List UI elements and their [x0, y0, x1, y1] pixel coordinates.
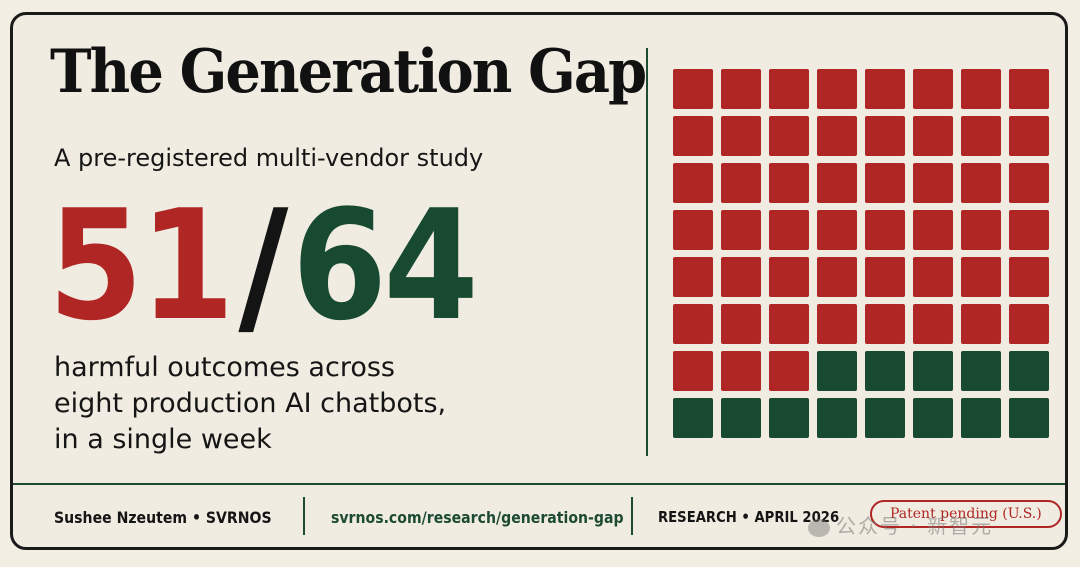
- category-date: RESEARCH • APRIL 2026: [658, 508, 840, 526]
- harmful-cell: [673, 163, 713, 203]
- harmful-cell: [865, 116, 905, 156]
- harmful-cell: [865, 163, 905, 203]
- harmful-cell: [817, 304, 857, 344]
- harmful-cell: [721, 257, 761, 297]
- harmful-cell: [673, 69, 713, 109]
- total-count: 64: [291, 177, 479, 354]
- harmful-cell: [673, 351, 713, 391]
- harmful-cell: [673, 210, 713, 250]
- safe-cell: [817, 398, 857, 438]
- harmful-cell: [769, 351, 809, 391]
- wechat-icon: [808, 518, 830, 537]
- safe-cell: [673, 398, 713, 438]
- harmful-cell: [913, 69, 953, 109]
- research-link[interactable]: svrnos.com/research/generation-gap: [331, 508, 624, 527]
- harmful-cell: [865, 210, 905, 250]
- harmful-count: 51: [48, 177, 235, 354]
- description-line: in a single week: [54, 424, 272, 455]
- waffle-grid: [673, 69, 1049, 438]
- harmful-cell: [961, 69, 1001, 109]
- harmful-cell: [721, 351, 761, 391]
- harmful-cell: [817, 257, 857, 297]
- harmful-cell: [1009, 210, 1049, 250]
- harmful-cell: [817, 69, 857, 109]
- footer-separator: [303, 497, 305, 535]
- harmful-cell: [721, 210, 761, 250]
- harmful-cell: [769, 69, 809, 109]
- harmful-cell: [865, 69, 905, 109]
- harmful-cell: [913, 304, 953, 344]
- harmful-cell: [1009, 69, 1049, 109]
- harmful-cell: [721, 304, 761, 344]
- harmful-cell: [673, 116, 713, 156]
- headline-stat: 51/64: [48, 190, 479, 342]
- safe-cell: [817, 351, 857, 391]
- footer-divider: [13, 483, 1065, 485]
- harmful-cell: [1009, 116, 1049, 156]
- harmful-cell: [1009, 257, 1049, 297]
- harmful-cell: [769, 257, 809, 297]
- harmful-cell: [817, 210, 857, 250]
- harmful-cell: [913, 210, 953, 250]
- harmful-cell: [769, 304, 809, 344]
- harmful-cell: [961, 304, 1001, 344]
- stat-separator: /: [238, 177, 288, 354]
- harmful-cell: [817, 163, 857, 203]
- harmful-cell: [769, 210, 809, 250]
- description-line: eight production AI chatbots,: [54, 388, 447, 419]
- harmful-cell: [961, 116, 1001, 156]
- safe-cell: [1009, 398, 1049, 438]
- vertical-divider: [646, 48, 648, 456]
- page-title: The Generation Gap: [50, 37, 647, 107]
- harmful-cell: [961, 163, 1001, 203]
- harmful-cell: [721, 116, 761, 156]
- footer-separator: [631, 497, 633, 535]
- safe-cell: [865, 351, 905, 391]
- harmful-cell: [673, 304, 713, 344]
- safe-cell: [961, 398, 1001, 438]
- safe-cell: [865, 398, 905, 438]
- stat-description: harmful outcomes across eight production…: [54, 350, 494, 458]
- harmful-cell: [913, 116, 953, 156]
- watermark-text: 公众号 · 新智元: [836, 514, 994, 538]
- safe-cell: [961, 351, 1001, 391]
- harmful-cell: [961, 210, 1001, 250]
- safe-cell: [913, 351, 953, 391]
- description-line: harmful outcomes across: [54, 352, 395, 383]
- harmful-cell: [1009, 163, 1049, 203]
- harmful-cell: [769, 163, 809, 203]
- harmful-cell: [913, 257, 953, 297]
- author-credit: Sushee Nzeutem • SVRNOS: [54, 508, 272, 527]
- subtitle: A pre-registered multi-vendor study: [54, 144, 484, 172]
- harmful-cell: [865, 257, 905, 297]
- harmful-cell: [865, 304, 905, 344]
- harmful-cell: [721, 163, 761, 203]
- safe-cell: [769, 398, 809, 438]
- watermark: 公众号 · 新智元: [808, 510, 993, 539]
- safe-cell: [1009, 351, 1049, 391]
- harmful-cell: [721, 69, 761, 109]
- harmful-cell: [961, 257, 1001, 297]
- harmful-cell: [913, 163, 953, 203]
- safe-cell: [913, 398, 953, 438]
- harmful-cell: [1009, 304, 1049, 344]
- harmful-cell: [769, 116, 809, 156]
- harmful-cell: [673, 257, 713, 297]
- safe-cell: [721, 398, 761, 438]
- harmful-cell: [817, 116, 857, 156]
- patent-badge: Patent pending (U.S.): [870, 500, 1062, 528]
